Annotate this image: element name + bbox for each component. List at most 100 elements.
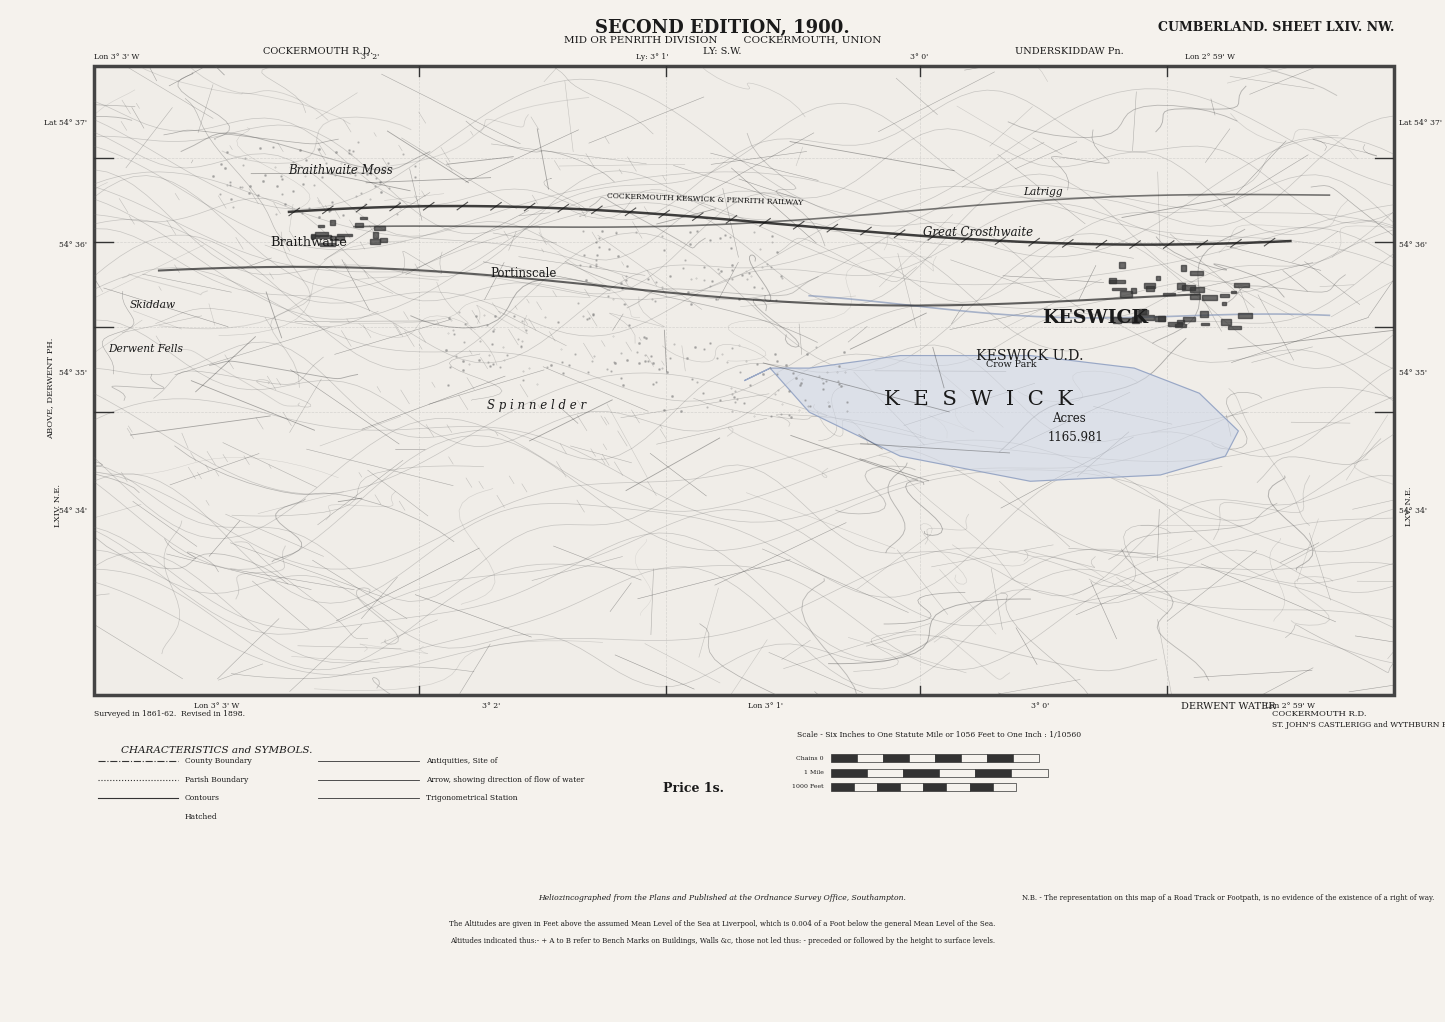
Bar: [1114, 318, 1121, 323]
Text: CHARACTERISTICS and SYMBOLS.: CHARACTERISTICS and SYMBOLS.: [121, 746, 312, 755]
Text: ST. JOHN'S CASTLERIGG and WYTHBURN Pn.: ST. JOHN'S CASTLERIGG and WYTHBURN Pn.: [1272, 721, 1445, 729]
Bar: [1189, 271, 1204, 275]
Text: 1 Mile: 1 Mile: [803, 771, 824, 775]
Bar: [1201, 323, 1209, 325]
Bar: [360, 218, 367, 220]
Text: Ly: 3° 1': Ly: 3° 1': [636, 53, 668, 61]
Text: Surveyed in 1861-62.  Revised in 1898.: Surveyed in 1861-62. Revised in 1898.: [94, 710, 244, 718]
Text: 54° 35': 54° 35': [1399, 369, 1426, 377]
Text: COCKERMOUTH R.D.: COCKERMOUTH R.D.: [1272, 710, 1366, 718]
Text: 54° 36': 54° 36': [59, 241, 87, 249]
Bar: [883, 754, 909, 762]
Bar: [94, 66, 1394, 695]
Text: LXIV. N.E.: LXIV. N.E.: [53, 484, 62, 527]
Text: Price 1s.: Price 1s.: [663, 782, 724, 795]
Text: SECOND EDITION, 1900.: SECOND EDITION, 1900.: [595, 18, 850, 37]
Bar: [1134, 316, 1140, 322]
Bar: [373, 232, 379, 238]
Bar: [355, 223, 364, 227]
Bar: [1189, 287, 1204, 292]
Text: Antiquities, Site of: Antiquities, Site of: [426, 757, 497, 765]
Bar: [1201, 312, 1208, 317]
Bar: [867, 769, 903, 777]
Text: County Boundary: County Boundary: [185, 757, 251, 765]
Text: UNDERSKIDDAW Pn.: UNDERSKIDDAW Pn.: [1014, 47, 1124, 55]
Bar: [1221, 303, 1227, 305]
Text: 54° 35': 54° 35': [59, 369, 87, 377]
Bar: [1175, 324, 1186, 327]
Bar: [1181, 266, 1186, 271]
Bar: [975, 769, 1012, 777]
Bar: [831, 769, 867, 777]
Bar: [1234, 283, 1250, 287]
Text: Portinscale: Portinscale: [490, 268, 556, 280]
Text: DERWENT WATER: DERWENT WATER: [1181, 702, 1276, 711]
Bar: [1182, 285, 1195, 290]
Bar: [1163, 292, 1175, 294]
Text: Skiddaw: Skiddaw: [130, 300, 175, 311]
Bar: [1202, 294, 1217, 300]
Bar: [854, 783, 877, 791]
Bar: [1228, 326, 1241, 329]
Text: Altitudes indicated thus:- + A to B refer to Bench Marks on Buildings, Walls &c,: Altitudes indicated thus:- + A to B refe…: [449, 937, 996, 945]
Bar: [987, 754, 1013, 762]
Text: CUMBERLAND. SHEET LXIV. NW.: CUMBERLAND. SHEET LXIV. NW.: [1157, 21, 1394, 34]
Bar: [1013, 754, 1039, 762]
Bar: [1159, 316, 1165, 322]
Bar: [909, 754, 935, 762]
Text: 3° 2': 3° 2': [361, 53, 380, 61]
Text: MID OR PENRITH DIVISION        COCKERMOUTH, UNION: MID OR PENRITH DIVISION COCKERMOUTH, UNI…: [564, 36, 881, 44]
Bar: [1176, 320, 1185, 323]
Text: Scale - Six Inches to One Statute Mile or 1056 Feet to One Inch : 1/10560: Scale - Six Inches to One Statute Mile o…: [798, 731, 1081, 739]
Polygon shape: [744, 356, 1238, 481]
Bar: [1139, 309, 1146, 314]
Text: K  E  S  W  I  C  K: K E S W I C K: [883, 390, 1074, 409]
Text: Trigonometrical Station: Trigonometrical Station: [426, 794, 517, 802]
Text: Latrigg: Latrigg: [1023, 187, 1064, 197]
Bar: [1231, 291, 1237, 293]
Bar: [1121, 318, 1134, 322]
Bar: [903, 769, 939, 777]
Bar: [311, 234, 315, 238]
Text: 54° 34': 54° 34': [59, 507, 87, 515]
Text: Parish Boundary: Parish Boundary: [185, 776, 249, 784]
Bar: [311, 235, 318, 238]
Bar: [1156, 276, 1160, 280]
Bar: [1169, 322, 1182, 326]
Text: LY: S.W.: LY: S.W.: [704, 47, 741, 55]
Text: Arrow, showing direction of flow of water: Arrow, showing direction of flow of wate…: [426, 776, 585, 784]
Bar: [1131, 288, 1136, 293]
Bar: [1176, 283, 1185, 289]
Bar: [923, 783, 946, 791]
Text: 54° 36': 54° 36': [1399, 241, 1426, 249]
Text: Lat 54° 37': Lat 54° 37': [1399, 119, 1442, 127]
Bar: [946, 783, 970, 791]
Bar: [1131, 318, 1142, 321]
Bar: [961, 754, 987, 762]
Bar: [319, 243, 335, 246]
Bar: [857, 754, 883, 762]
Text: Lon 2° 59' W: Lon 2° 59' W: [1185, 53, 1235, 61]
Text: Hatched: Hatched: [185, 812, 218, 821]
Text: S p i n n e l d e r: S p i n n e l d e r: [487, 400, 585, 412]
Text: Crow Park: Crow Park: [985, 361, 1036, 370]
Bar: [1110, 278, 1116, 283]
Bar: [1221, 320, 1231, 325]
Bar: [1110, 280, 1124, 283]
Text: 3° 0': 3° 0': [910, 53, 929, 61]
Text: LXV. N.E.: LXV. N.E.: [1405, 486, 1413, 525]
Bar: [900, 783, 923, 791]
Text: Contours: Contours: [185, 794, 220, 802]
Bar: [1183, 317, 1195, 321]
Text: Acres: Acres: [1052, 412, 1087, 425]
Bar: [370, 239, 380, 243]
Text: Great Crosthwaite: Great Crosthwaite: [923, 227, 1033, 239]
Bar: [1220, 294, 1228, 296]
Text: 3° 2': 3° 2': [483, 702, 500, 710]
Text: Lon 3° 3' W: Lon 3° 3' W: [94, 53, 139, 61]
Text: N.B. - The representation on this map of a Road Track or Footpath, is no evidenc: N.B. - The representation on this map of…: [1022, 894, 1435, 902]
Bar: [338, 233, 353, 236]
Bar: [1140, 315, 1153, 320]
Text: COCKERMOUTH R.D.: COCKERMOUTH R.D.: [263, 47, 373, 55]
Bar: [935, 754, 961, 762]
